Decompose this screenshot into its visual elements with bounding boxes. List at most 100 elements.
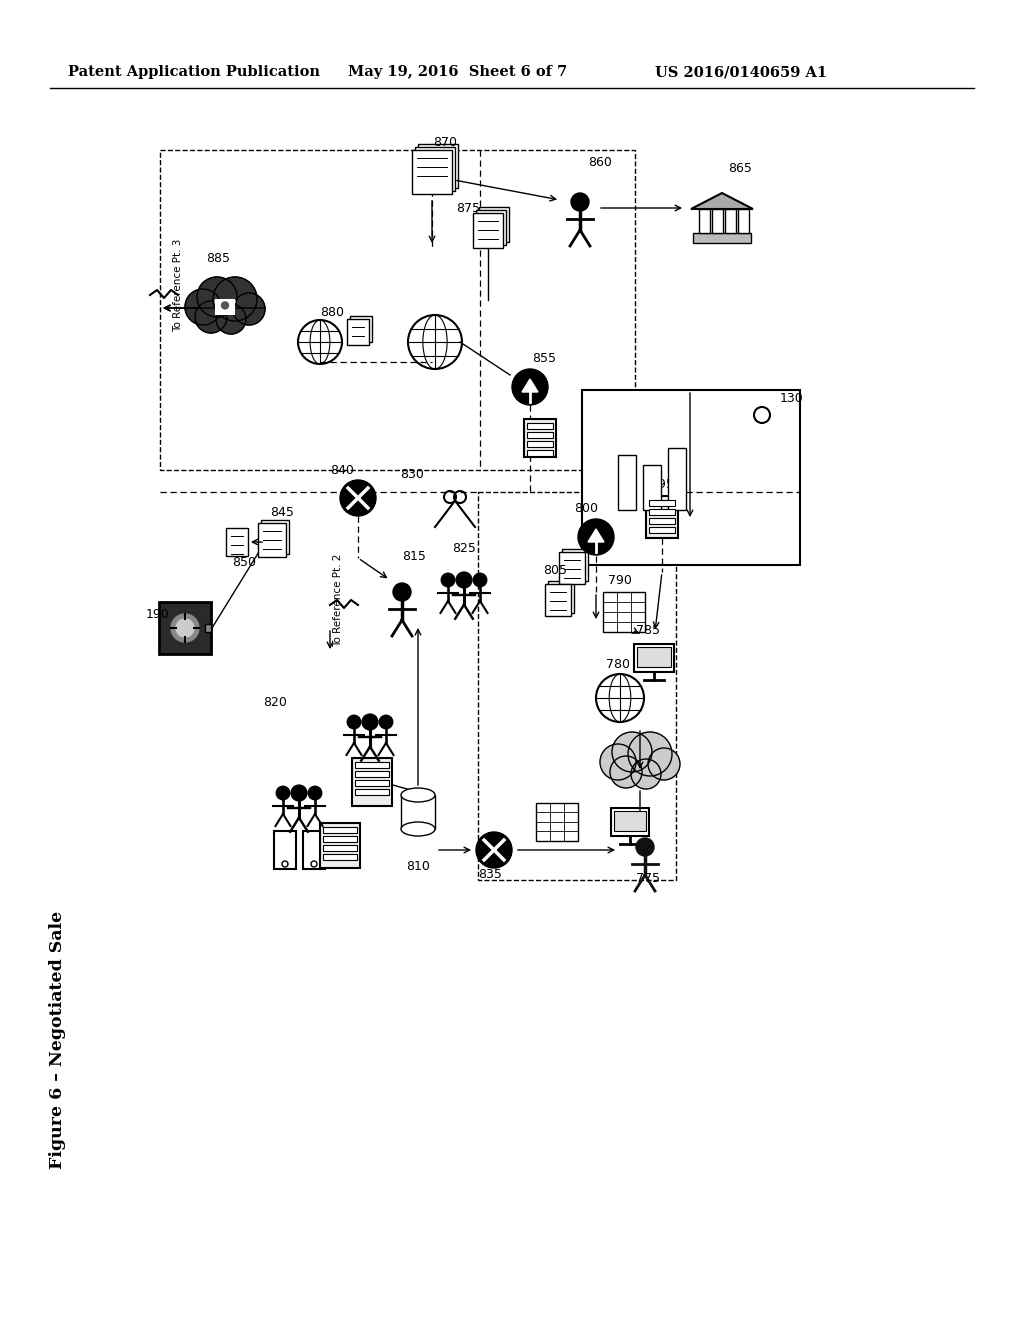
Bar — [355, 771, 389, 777]
Polygon shape — [522, 379, 538, 392]
Bar — [614, 810, 646, 832]
Text: To Reference Pt. 3: To Reference Pt. 3 — [173, 239, 183, 331]
Text: 790: 790 — [608, 573, 632, 586]
Bar — [649, 517, 675, 524]
Bar — [478, 492, 676, 880]
Bar — [350, 315, 372, 342]
Bar — [476, 210, 506, 246]
Circle shape — [291, 785, 307, 801]
Text: 800: 800 — [574, 502, 598, 515]
Circle shape — [308, 787, 322, 800]
Bar — [646, 496, 678, 539]
Text: 820: 820 — [263, 696, 287, 709]
Bar — [611, 808, 649, 836]
Circle shape — [628, 733, 672, 776]
Bar — [524, 418, 556, 457]
Bar — [548, 581, 574, 612]
Bar — [274, 832, 296, 869]
Bar — [668, 447, 686, 510]
Bar — [479, 207, 509, 242]
Bar — [559, 552, 585, 583]
Bar — [355, 762, 389, 768]
Circle shape — [636, 838, 654, 855]
Circle shape — [233, 293, 265, 325]
Bar — [712, 209, 723, 234]
Bar — [418, 144, 458, 187]
Circle shape — [571, 193, 589, 211]
Bar — [226, 528, 248, 556]
Bar — [159, 602, 211, 653]
Circle shape — [171, 614, 199, 642]
Bar — [649, 500, 675, 506]
Bar — [303, 832, 325, 869]
Bar — [582, 389, 800, 565]
Bar — [699, 209, 710, 234]
Text: 815: 815 — [402, 550, 426, 564]
Circle shape — [473, 573, 486, 587]
Text: May 19, 2016  Sheet 6 of 7: May 19, 2016 Sheet 6 of 7 — [348, 65, 567, 79]
Bar — [160, 150, 635, 470]
Text: 870: 870 — [433, 136, 457, 149]
Bar — [205, 624, 211, 632]
Circle shape — [176, 619, 194, 638]
Bar — [412, 150, 452, 194]
Bar — [527, 422, 553, 429]
Text: 805: 805 — [543, 564, 567, 577]
Circle shape — [340, 480, 376, 516]
Bar — [649, 527, 675, 533]
Bar — [261, 520, 289, 554]
Bar — [725, 209, 736, 234]
Bar — [319, 822, 360, 869]
Text: 845: 845 — [270, 506, 294, 519]
Bar — [618, 455, 636, 510]
Text: 865: 865 — [728, 161, 752, 174]
Text: 855: 855 — [532, 351, 556, 364]
Ellipse shape — [401, 788, 435, 803]
Bar — [323, 836, 357, 842]
Polygon shape — [691, 193, 753, 209]
Circle shape — [185, 289, 221, 325]
Bar — [545, 583, 571, 616]
Bar — [473, 213, 503, 248]
Text: 875: 875 — [456, 202, 480, 214]
Text: To Reference Pt. 2: To Reference Pt. 2 — [333, 553, 343, 647]
Text: 880: 880 — [319, 305, 344, 318]
Text: Patent Application Publication: Patent Application Publication — [68, 65, 319, 79]
Text: 860: 860 — [588, 156, 612, 169]
Circle shape — [197, 277, 237, 317]
Bar — [603, 591, 645, 632]
Circle shape — [631, 759, 662, 789]
Text: 795: 795 — [650, 479, 674, 491]
Circle shape — [512, 370, 548, 405]
Bar — [355, 780, 389, 785]
Bar — [258, 523, 286, 557]
Text: 825: 825 — [452, 541, 476, 554]
Circle shape — [648, 748, 680, 780]
Circle shape — [441, 573, 455, 587]
Circle shape — [393, 583, 411, 601]
Circle shape — [456, 572, 472, 587]
Bar — [323, 845, 357, 851]
Bar — [352, 758, 392, 807]
Circle shape — [600, 744, 636, 780]
Text: 850: 850 — [232, 556, 256, 569]
Circle shape — [276, 787, 290, 800]
Text: 190: 190 — [146, 607, 170, 620]
Text: 840: 840 — [330, 463, 354, 477]
Text: 885: 885 — [206, 252, 230, 264]
Circle shape — [476, 832, 512, 869]
Text: 830: 830 — [400, 469, 424, 482]
Text: US 2016/0140659 A1: US 2016/0140659 A1 — [655, 65, 827, 79]
Bar — [649, 510, 675, 515]
Text: Figure 6 – Negotiated Sale: Figure 6 – Negotiated Sale — [49, 911, 67, 1170]
Bar — [355, 789, 389, 795]
Circle shape — [362, 714, 378, 730]
Text: 810: 810 — [407, 861, 430, 874]
Bar — [527, 450, 553, 455]
Circle shape — [216, 304, 246, 334]
Circle shape — [347, 715, 360, 729]
Bar — [637, 647, 671, 667]
Circle shape — [610, 756, 642, 788]
Circle shape — [221, 302, 228, 309]
Bar — [643, 465, 662, 510]
